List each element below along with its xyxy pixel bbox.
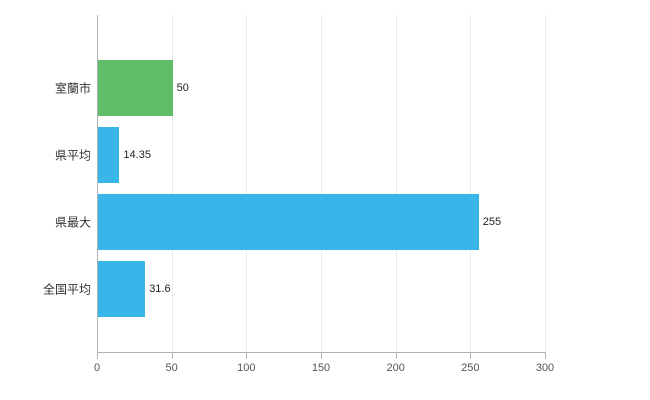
x-axis-tick: [97, 353, 98, 359]
category-label: 全国平均: [42, 282, 91, 296]
gridline: [545, 15, 546, 352]
category-label: 室蘭市: [54, 81, 91, 95]
category-label: 県最大: [54, 215, 91, 229]
x-tick-label: 50: [165, 362, 178, 374]
gridline: [246, 15, 248, 352]
gridline: [321, 15, 322, 352]
x-tick-label: 0: [93, 362, 101, 374]
x-tick-label: 300: [535, 362, 555, 374]
bar-全国平均: [98, 260, 146, 317]
x-tick-label: 150: [311, 362, 331, 374]
category-label: 県平均: [54, 148, 91, 162]
x-axis-tick: [545, 353, 546, 359]
value-label: 50: [176, 81, 189, 94]
x-axis-line: [97, 352, 546, 353]
gridline: [171, 15, 173, 352]
value-label: 14.35: [123, 148, 151, 161]
x-axis-tick: [395, 353, 397, 359]
bar-室蘭市: [98, 59, 173, 116]
value-label: 255: [482, 215, 502, 228]
x-axis-tick: [171, 353, 173, 359]
bar-県平均: [98, 126, 120, 183]
value-label: 31.6: [149, 282, 171, 295]
gridline: [470, 15, 472, 352]
gridline: [395, 15, 397, 352]
x-tick-label: 250: [461, 362, 480, 374]
x-tick-label: 100: [237, 362, 256, 374]
y-axis-line: [97, 15, 98, 352]
x-tick-label: 200: [386, 362, 405, 374]
x-axis-tick: [321, 353, 322, 359]
x-axis-tick: [246, 353, 248, 359]
x-axis-tick: [470, 353, 472, 359]
bar-県最大: [98, 193, 479, 250]
